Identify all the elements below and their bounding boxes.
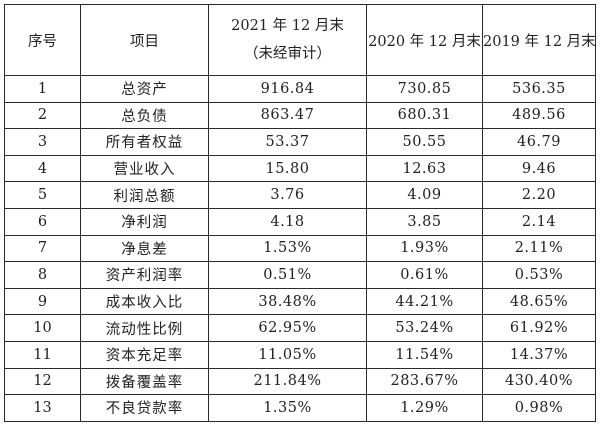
cell-2019: 46.79 — [482, 128, 596, 156]
cell-2021: 1.35% — [208, 394, 367, 422]
cell-2019: 61.92% — [482, 314, 596, 342]
cell-2019: 2.20 — [482, 181, 596, 209]
cell-2021: 11.05% — [208, 340, 367, 369]
table-row: 5 利润总额 3.76 4.09 2.20 — [4, 181, 596, 209]
cell-2020: 3.85 — [366, 207, 483, 236]
cell-seq: 5 — [4, 181, 81, 209]
cell-2020: 44.21% — [366, 287, 483, 316]
cell-2020: 4.09 — [366, 181, 483, 209]
cell-2019: 536.35 — [482, 75, 596, 103]
cell-2021: 38.48% — [208, 287, 367, 316]
cell-2020: 53.24% — [366, 314, 483, 342]
cell-item: 总负债 — [80, 101, 209, 130]
cell-item: 资本充足率 — [80, 340, 209, 369]
cell-2019: 2.11% — [482, 234, 596, 263]
header-seq: 序号 — [4, 4, 81, 76]
header-item: 项目 — [80, 4, 209, 76]
table-row: 9 成本收入比 38.48% 44.21% 48.65% — [4, 287, 596, 316]
cell-2020: 680.31 — [366, 101, 483, 130]
table-row: 6 净利润 4.18 3.85 2.14 — [4, 207, 596, 236]
cell-seq: 2 — [4, 101, 81, 130]
cell-2019: 0.53% — [482, 261, 596, 289]
cell-2020: 1.93% — [366, 234, 483, 263]
table-row: 3 所有者权益 53.37 50.55 46.79 — [4, 128, 596, 156]
cell-2021: 916.84 — [208, 75, 367, 103]
header-2021-note: （未经审计） — [244, 46, 331, 62]
header-2019: 2019 年 12 月末 — [482, 4, 596, 76]
cell-seq: 1 — [4, 75, 81, 103]
table-row: 10 流动性比例 62.95% 53.24% 61.92% — [4, 314, 596, 342]
cell-2020: 12.63 — [366, 154, 483, 183]
cell-seq: 4 — [4, 154, 81, 183]
cell-seq: 8 — [4, 261, 81, 289]
cell-2021: 62.95% — [208, 314, 367, 342]
header-2020: 2020 年 12 月末 — [366, 4, 483, 76]
cell-2020: 730.85 — [366, 75, 483, 103]
cell-seq: 6 — [4, 207, 81, 236]
cell-item: 利润总额 — [80, 181, 209, 209]
cell-2020: 11.54% — [366, 340, 483, 369]
cell-2021: 1.53% — [208, 234, 367, 263]
cell-seq: 10 — [4, 314, 81, 342]
cell-2021: 3.76 — [208, 181, 367, 209]
cell-item: 拨备覆盖率 — [80, 367, 209, 396]
cell-item: 流动性比例 — [80, 314, 209, 342]
cell-item: 不良贷款率 — [80, 394, 209, 422]
table-row: 7 净息差 1.53% 1.93% 2.11% — [4, 234, 596, 263]
cell-2021: 211.84% — [208, 367, 367, 396]
cell-2021: 0.51% — [208, 261, 367, 289]
cell-2021: 53.37 — [208, 128, 367, 156]
table-row: 12 拨备覆盖率 211.84% 283.67% 430.40% — [4, 367, 596, 396]
cell-2020: 50.55 — [366, 128, 483, 156]
cell-2020: 283.67% — [366, 367, 483, 396]
financial-table-document: 序号 项目 2021 年 12 月末 （未经审计） 2020 年 12 月末 2… — [4, 4, 596, 422]
cell-2021: 863.47 — [208, 101, 367, 130]
cell-2020: 0.61% — [366, 261, 483, 289]
cell-seq: 3 — [4, 128, 81, 156]
cell-item: 总资产 — [80, 75, 209, 103]
cell-item: 所有者权益 — [80, 128, 209, 156]
header-2021: 2021 年 12 月末 （未经审计） — [208, 4, 367, 76]
cell-item: 成本收入比 — [80, 287, 209, 316]
cell-2019: 9.46 — [482, 154, 596, 183]
cell-seq: 11 — [4, 340, 81, 369]
cell-seq: 13 — [4, 394, 81, 422]
cell-2019: 489.56 — [482, 101, 596, 130]
cell-2019: 48.65% — [482, 287, 596, 316]
financial-indicators-table: 序号 项目 2021 年 12 月末 （未经审计） 2020 年 12 月末 2… — [4, 4, 596, 422]
cell-2020: 1.29% — [366, 394, 483, 422]
cell-seq: 9 — [4, 287, 81, 316]
table-row: 11 资本充足率 11.05% 11.54% 14.37% — [4, 340, 596, 369]
cell-2019: 2.14 — [482, 207, 596, 236]
cell-seq: 12 — [4, 367, 81, 396]
cell-2021: 15.80 — [208, 154, 367, 183]
cell-item: 净利润 — [80, 207, 209, 236]
cell-seq: 7 — [4, 234, 81, 263]
header-row: 序号 项目 2021 年 12 月末 （未经审计） 2020 年 12 月末 2… — [4, 4, 596, 76]
table-row: 1 总资产 916.84 730.85 536.35 — [4, 75, 596, 103]
cell-2021: 4.18 — [208, 207, 367, 236]
cell-item: 资产利润率 — [80, 261, 209, 289]
table-row: 8 资产利润率 0.51% 0.61% 0.53% — [4, 261, 596, 289]
cell-2019: 430.40% — [482, 367, 596, 396]
cell-2019: 0.98% — [482, 394, 596, 422]
table-row: 4 营业收入 15.80 12.63 9.46 — [4, 154, 596, 183]
table-row: 2 总负债 863.47 680.31 489.56 — [4, 101, 596, 130]
header-2021-date: 2021 年 12 月末 — [231, 18, 344, 34]
cell-item: 营业收入 — [80, 154, 209, 183]
table-row: 13 不良贷款率 1.35% 1.29% 0.98% — [4, 394, 596, 422]
cell-item: 净息差 — [80, 234, 209, 263]
cell-2019: 14.37% — [482, 340, 596, 369]
